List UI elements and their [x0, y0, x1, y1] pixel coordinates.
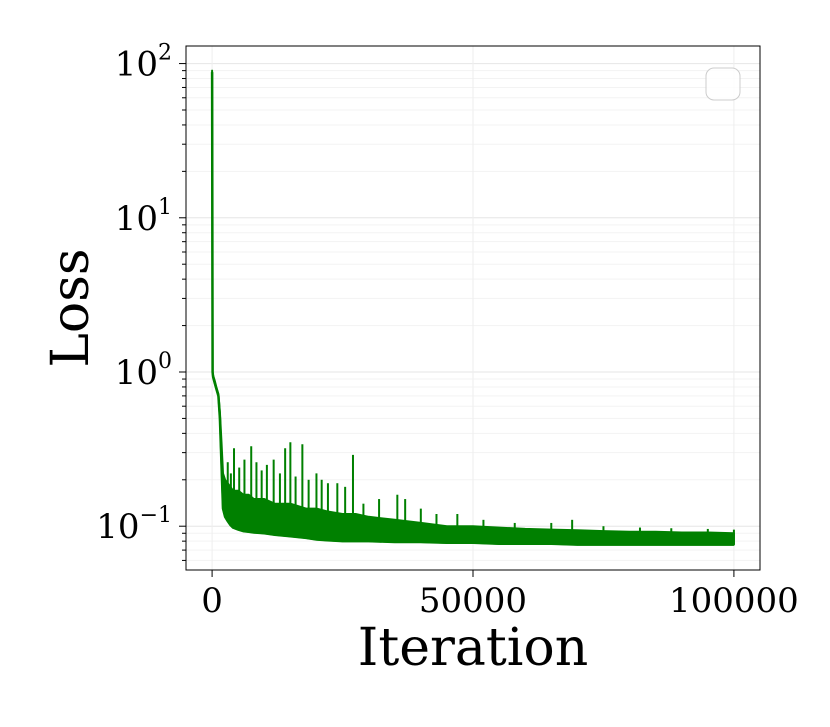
- y-tick-base: 10: [115, 353, 158, 393]
- y-tick-label: 10−1: [96, 503, 172, 547]
- y-tick-exponent: −1: [140, 503, 172, 528]
- y-tick-label: 101: [115, 195, 172, 239]
- x-tick-label: 50000: [419, 581, 527, 621]
- legend-box: [705, 67, 741, 101]
- y-tick-base: 10: [96, 507, 139, 547]
- x-axis-title: Iteration: [358, 618, 588, 678]
- y-tick-base: 10: [115, 45, 158, 85]
- y-tick-label: 100: [115, 349, 172, 393]
- loss-line-lower: [210, 72, 734, 546]
- y-tick-exponent: 0: [158, 349, 172, 374]
- grid-lines: [186, 46, 760, 570]
- loss-series: [210, 69, 735, 546]
- y-tick-label: 102: [115, 41, 172, 85]
- y-axis-title: Loss: [41, 248, 101, 367]
- x-tick-label: 0: [201, 581, 223, 621]
- y-tick-base: 10: [115, 199, 158, 239]
- y-tick-exponent: 1: [158, 195, 172, 220]
- x-tick-label: 100000: [669, 581, 799, 621]
- y-tick-exponent: 2: [158, 41, 172, 66]
